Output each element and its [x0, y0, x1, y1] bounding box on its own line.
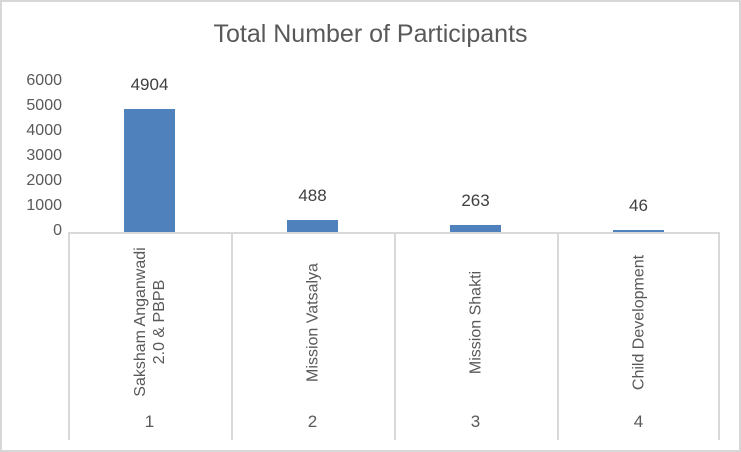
- category-separator-line: [557, 232, 559, 440]
- chart-title: Total Number of Participants: [213, 20, 528, 48]
- category-separator-line: [68, 232, 70, 440]
- bar-value-label: 4904: [130, 75, 169, 95]
- bar-value-label: 46: [629, 196, 648, 215]
- category-separator-line: [394, 232, 396, 440]
- bar: [613, 230, 664, 232]
- bar-value-label: 263: [461, 191, 490, 211]
- y-axis-tick-label: 3000: [26, 147, 62, 164]
- bar: [450, 225, 501, 232]
- category-label: Saksham Anganwadi 2.0 & PBPB: [131, 247, 168, 397]
- category-label: Mission Shakti: [467, 270, 484, 374]
- bar-value-label: 488: [298, 185, 327, 205]
- category-label: Mission Vatsalya: [304, 262, 321, 382]
- category-label-cell: Mission Shakti: [394, 234, 557, 410]
- y-axis-tick-label: 5000: [26, 97, 62, 114]
- category-number: 4: [633, 412, 644, 431]
- y-axis-tick-label: 0: [53, 222, 62, 239]
- category-separator-line: [718, 232, 720, 440]
- y-axis-tick-label: 2000: [26, 172, 62, 189]
- category-number: 3: [470, 412, 481, 431]
- category-label-cell: Child Development: [557, 234, 720, 410]
- y-axis-tick-label: 6000: [26, 72, 62, 89]
- category-label: Child Development: [630, 254, 647, 390]
- category-separator-line: [231, 232, 233, 440]
- y-axis-tick-label: 1000: [26, 197, 62, 214]
- category-number: 2: [307, 412, 318, 431]
- category-label-cell: Saksham Anganwadi 2.0 & PBPB: [68, 234, 231, 410]
- category-label-cell: Mission Vatsalya: [231, 234, 394, 410]
- bar: [124, 109, 175, 232]
- bar: [287, 219, 338, 232]
- y-axis-tick-label: 4000: [26, 122, 62, 139]
- category-number: 1: [144, 412, 155, 431]
